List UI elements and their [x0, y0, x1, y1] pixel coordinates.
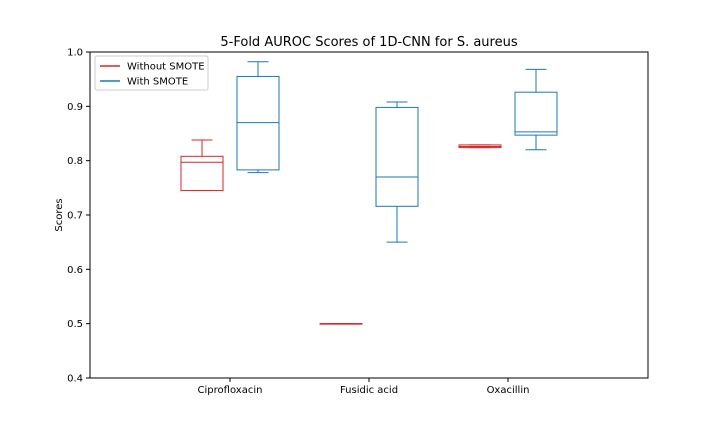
chart-title: 5-Fold AUROC Scores of 1D-CNN for S. aur…	[220, 35, 517, 50]
y-tick-label: 0.8	[67, 156, 83, 167]
y-tick-label: 0.7	[67, 211, 83, 222]
iqr-box	[236, 75, 280, 171]
box-1-0	[236, 61, 280, 174]
legend-frame	[94, 55, 209, 91]
box-0-0	[180, 139, 224, 192]
y-tick-label: 0.4	[67, 374, 83, 385]
iqr-box	[180, 155, 224, 192]
box-1-1	[375, 101, 419, 243]
y-tick-label: 1.0	[67, 48, 83, 59]
x-tick-label: Oxacillin	[487, 385, 530, 396]
plot-frame	[89, 51, 649, 379]
iqr-box	[375, 106, 419, 207]
box-1-2	[514, 68, 558, 151]
legend: Without SMOTE With SMOTE	[94, 55, 209, 91]
plot-area: 0.4 0.5 0.6 0.7 0.8 0.9 1.0 Ciprofloxacin Fusidi…	[67, 48, 558, 396]
x-tick-label: Fusidic acid	[340, 385, 398, 396]
box-0-1	[319, 323, 363, 325]
iqr-box	[514, 91, 558, 136]
y-tick-label: 0.9	[67, 102, 83, 113]
legend-label: Without SMOTE	[127, 62, 205, 73]
box-0-2	[458, 144, 502, 149]
y-tick-label: 0.5	[67, 319, 83, 330]
x-tick-label: Ciprofloxacin	[198, 385, 263, 396]
y-axis-label: Scores	[54, 198, 65, 231]
legend-label: With SMOTE	[127, 77, 188, 88]
y-tick-label: 0.6	[67, 265, 83, 276]
